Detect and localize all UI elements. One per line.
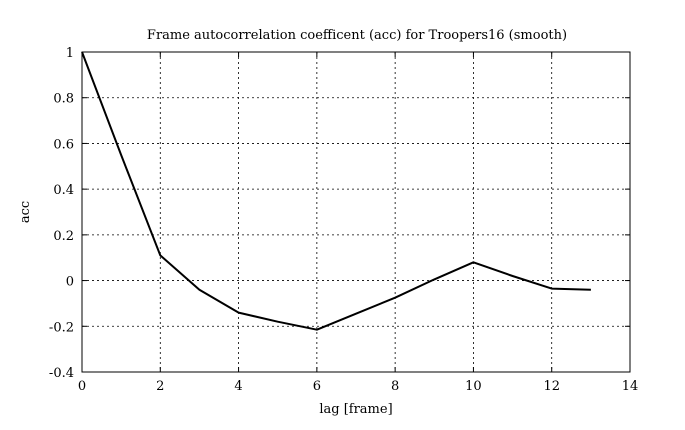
x-tick-label: 6 [313, 379, 321, 394]
y-tick-label: 0.8 [53, 92, 74, 107]
y-tick-label: 0.6 [53, 137, 74, 152]
y-axis-label: acc [18, 201, 33, 223]
plot-frame [81, 51, 631, 373]
y-tick-labels: 1 0.8 0.6 0.4 0.2 0 -0.2 -0.4 [49, 46, 74, 381]
chart-title: Frame autocorrelation coefficent (acc) f… [147, 28, 567, 43]
grid [82, 52, 630, 372]
x-tick-label: 2 [156, 379, 164, 394]
y-tick-label: 0.4 [53, 183, 74, 198]
series-layer [81, 51, 591, 331]
axis-ticks [81, 51, 631, 373]
x-tick-label: 8 [391, 379, 399, 394]
y-tick-label: -0.4 [49, 366, 74, 381]
x-tick-label: 4 [234, 379, 242, 394]
acc-series-line [81, 51, 591, 331]
x-tick-label: 14 [622, 379, 639, 394]
y-tick-label: -0.2 [49, 320, 74, 335]
x-tick-label: 0 [78, 379, 86, 394]
x-tick-labels: 0 2 4 6 8 10 12 14 [78, 379, 638, 394]
x-tick-label: 12 [543, 379, 560, 394]
y-tick-label: 0 [66, 275, 74, 290]
x-tick-label: 10 [465, 379, 482, 394]
y-tick-label: 0.2 [53, 229, 74, 244]
y-tick-label: 1 [66, 46, 74, 61]
x-axis-label: lag [frame] [319, 402, 392, 417]
